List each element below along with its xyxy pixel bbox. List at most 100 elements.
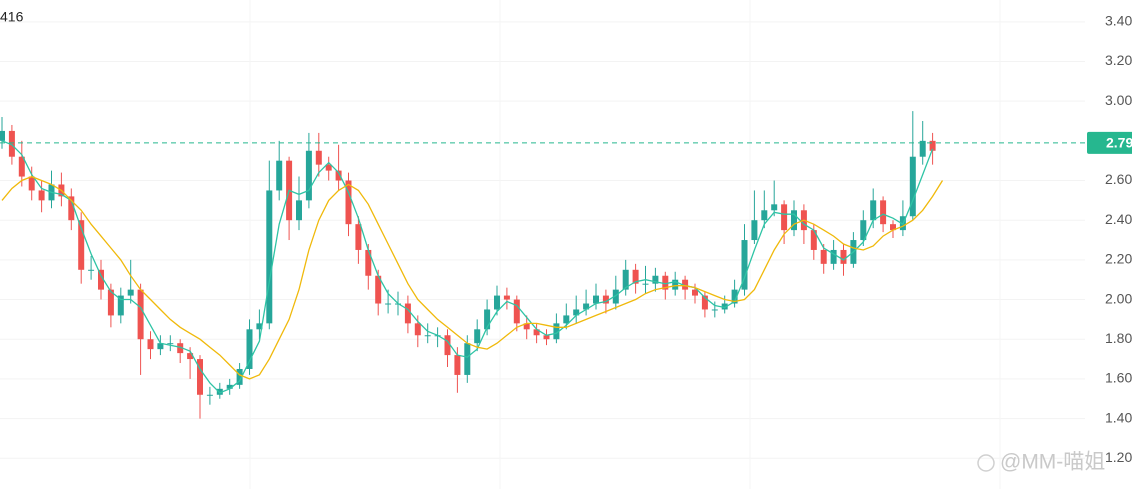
candle-body xyxy=(810,230,817,250)
candle-body xyxy=(355,224,362,250)
candle-body xyxy=(0,130,5,141)
candle-body xyxy=(751,220,758,241)
candle-body xyxy=(494,295,500,310)
candle-body xyxy=(8,130,15,157)
candle-body xyxy=(385,303,392,305)
candle-body xyxy=(28,176,35,191)
candle-body xyxy=(246,329,253,369)
candle-body xyxy=(345,180,352,225)
price-label-box xyxy=(1087,131,1132,154)
candle-body xyxy=(325,164,332,171)
candle-body xyxy=(236,368,243,385)
candle-body xyxy=(583,303,590,310)
y-tick-label: 1.60 xyxy=(1105,370,1132,386)
candle-body xyxy=(78,220,85,270)
candle-body xyxy=(830,249,837,264)
watermark-icon xyxy=(977,454,995,472)
candle-body xyxy=(216,388,223,395)
candle-body xyxy=(791,210,797,231)
y-tick-label: 1.80 xyxy=(1105,330,1132,346)
moving-average-line xyxy=(1,175,944,380)
candle-body xyxy=(919,140,926,157)
candle-body xyxy=(632,269,639,284)
candle-body xyxy=(761,210,768,221)
y-tick-label: 3.40 xyxy=(1105,13,1132,29)
candle-body xyxy=(206,394,213,396)
candle-body xyxy=(543,335,550,340)
header-text: 416 xyxy=(0,9,24,25)
candle-body xyxy=(88,269,95,271)
candle-body xyxy=(375,275,382,304)
candle-body xyxy=(513,299,520,324)
candle-body xyxy=(682,279,689,290)
candle-body xyxy=(612,289,619,304)
candle-body xyxy=(573,309,580,316)
candle-body xyxy=(167,343,174,345)
candle-body xyxy=(642,283,649,285)
candle-body xyxy=(127,289,134,296)
candle-body xyxy=(523,323,530,330)
candle-body xyxy=(256,323,263,330)
candle-body xyxy=(305,150,312,201)
candle-body xyxy=(454,355,461,375)
candle-body xyxy=(147,339,154,350)
candle-body xyxy=(781,204,788,231)
candle-body xyxy=(424,335,431,337)
candle-body xyxy=(177,343,184,354)
y-tick-label: 2.60 xyxy=(1105,171,1132,187)
candle-body xyxy=(840,249,847,264)
candle-body xyxy=(909,156,916,217)
candle-body xyxy=(880,200,887,225)
price-label: 2.79 xyxy=(1106,135,1132,151)
candle-body xyxy=(266,190,273,324)
candle-body xyxy=(711,309,718,311)
candle-body xyxy=(771,204,778,211)
candle-body xyxy=(563,315,570,324)
candle-body xyxy=(484,309,491,330)
candle-body xyxy=(929,140,936,151)
candle-body xyxy=(652,275,659,284)
candle-body xyxy=(701,295,708,310)
candle-body xyxy=(157,343,164,350)
candle-body xyxy=(464,343,471,375)
candle-body xyxy=(662,275,669,290)
candle-body xyxy=(68,196,75,221)
candle-body xyxy=(622,269,629,290)
candle-body xyxy=(117,295,124,316)
candle-body xyxy=(18,156,25,177)
candle-body xyxy=(731,289,738,304)
moving-average-line xyxy=(1,140,934,394)
y-tick-label: 2.20 xyxy=(1105,251,1132,267)
candle-body xyxy=(721,303,728,310)
y-tick-label: 1.40 xyxy=(1105,409,1132,425)
candle-body xyxy=(870,200,877,221)
candle-body xyxy=(692,289,698,296)
candle-body xyxy=(226,384,233,389)
candle-body xyxy=(474,329,481,344)
candle-body xyxy=(602,295,609,304)
candle-body xyxy=(98,269,104,290)
candle-body xyxy=(593,295,599,304)
y-tick-label: 3.00 xyxy=(1105,92,1132,108)
candle-body xyxy=(414,323,421,336)
candle-body xyxy=(187,353,194,360)
candle-body xyxy=(276,160,283,191)
candle-body xyxy=(38,190,45,201)
candle-body xyxy=(820,249,827,264)
candle-body xyxy=(553,323,560,340)
y-tick-label: 2.00 xyxy=(1105,290,1132,306)
y-tick-label: 2.40 xyxy=(1105,211,1132,227)
candle-body xyxy=(107,289,114,316)
candle-body xyxy=(890,224,896,231)
candle-body xyxy=(315,150,322,165)
candle-body xyxy=(741,240,748,290)
candle-body xyxy=(444,335,451,356)
candle-body xyxy=(296,200,302,221)
candle-body xyxy=(860,220,867,241)
candle-body xyxy=(672,279,679,290)
candle-body xyxy=(404,303,411,324)
candle-body xyxy=(365,249,372,276)
candle-body xyxy=(197,359,203,395)
candle-body xyxy=(533,329,540,336)
